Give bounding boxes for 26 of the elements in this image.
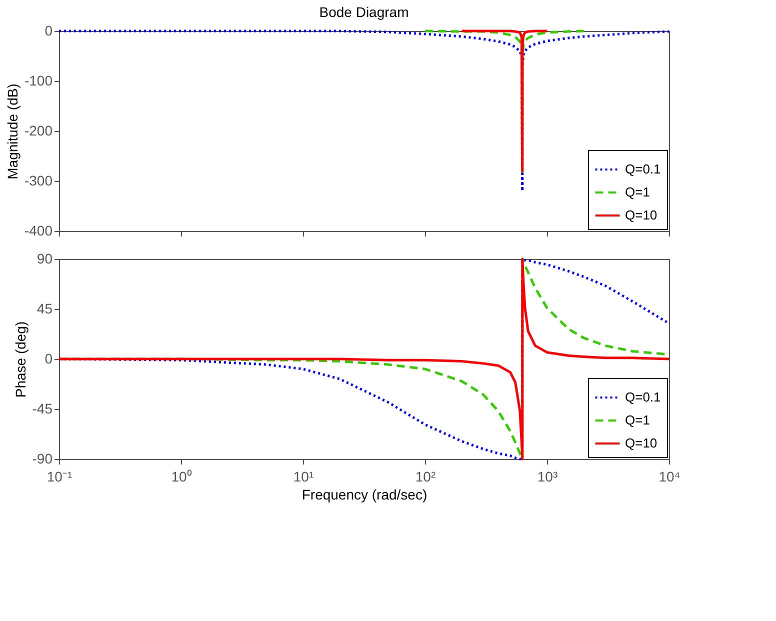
chart-title: Bode Diagram [319, 4, 409, 20]
y-axis-title: Magnitude (dB) [4, 84, 20, 180]
y-tick-label: 0 [44, 350, 53, 366]
y-tick-label: 45 [36, 300, 53, 316]
y-tick-label: 90 [36, 250, 53, 266]
legend-label: Q=0.1 [625, 162, 661, 176]
x-tick-label: 10⁴ [658, 468, 680, 484]
y-tick-label: -90 [32, 450, 53, 466]
y-tick-label: -45 [32, 400, 53, 416]
y-tick-label: -100 [24, 72, 53, 88]
y-axis-title: Phase (deg) [12, 321, 28, 398]
legend-label: Q=1 [625, 184, 650, 200]
legend-label: Q=10 [625, 436, 658, 450]
x-tick-label: 10⁰ [171, 468, 192, 484]
x-tick-label: 10¹ [293, 468, 314, 484]
legend-label: Q=10 [625, 208, 658, 222]
y-tick-label: 0 [44, 22, 53, 38]
y-tick-label: -400 [24, 222, 53, 238]
x-tick-label: 10⁻¹ [46, 468, 72, 484]
legend-label: Q=0.1 [625, 390, 661, 404]
x-tick-label: 10³ [537, 468, 558, 484]
legend-label: Q=1 [625, 412, 650, 428]
x-tick-label: 10² [415, 468, 436, 484]
y-tick-label: -300 [24, 172, 53, 188]
y-tick-label: -200 [24, 122, 53, 138]
x-axis-title: Frequency (rad/sec) [302, 486, 428, 502]
